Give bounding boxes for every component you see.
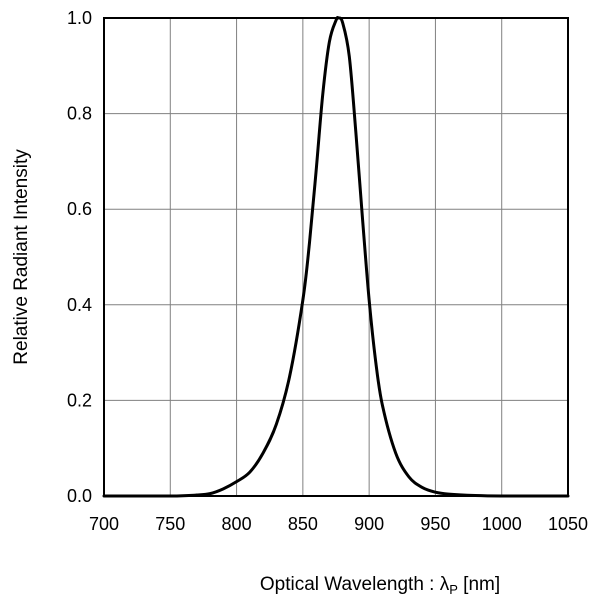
- y-tick-label: 0.4: [67, 295, 92, 315]
- y-tick-label: 0.6: [67, 199, 92, 219]
- x-tick-label: 700: [89, 514, 119, 534]
- y-tick-label: 0.2: [67, 390, 92, 410]
- x-axis-label: Optical Wavelength : λP [nm]: [260, 574, 500, 597]
- grid-lines: [103, 17, 569, 497]
- x-tick-labels: 700 750 800 850 900 950 1000 1050: [89, 514, 588, 534]
- x-tick-label: 750: [155, 514, 185, 534]
- y-tick-label: 0.8: [67, 104, 92, 124]
- y-axis-label: Relative Radiant Intensity: [11, 149, 32, 365]
- y-tick-labels: 0.0 0.2 0.4 0.6 0.8 1.0: [67, 8, 92, 506]
- y-tick-label: 1.0: [67, 8, 92, 28]
- x-tick-label: 800: [222, 514, 252, 534]
- x-tick-label: 1000: [482, 514, 522, 534]
- x-tick-label: 1050: [548, 514, 588, 534]
- x-tick-label: 950: [420, 514, 450, 534]
- series-line: [102, 16, 570, 498]
- x-tick-label: 900: [354, 514, 384, 534]
- y-tick-label: 0.0: [67, 486, 92, 506]
- x-tick-label: 850: [288, 514, 318, 534]
- plot-frame: [103, 17, 569, 497]
